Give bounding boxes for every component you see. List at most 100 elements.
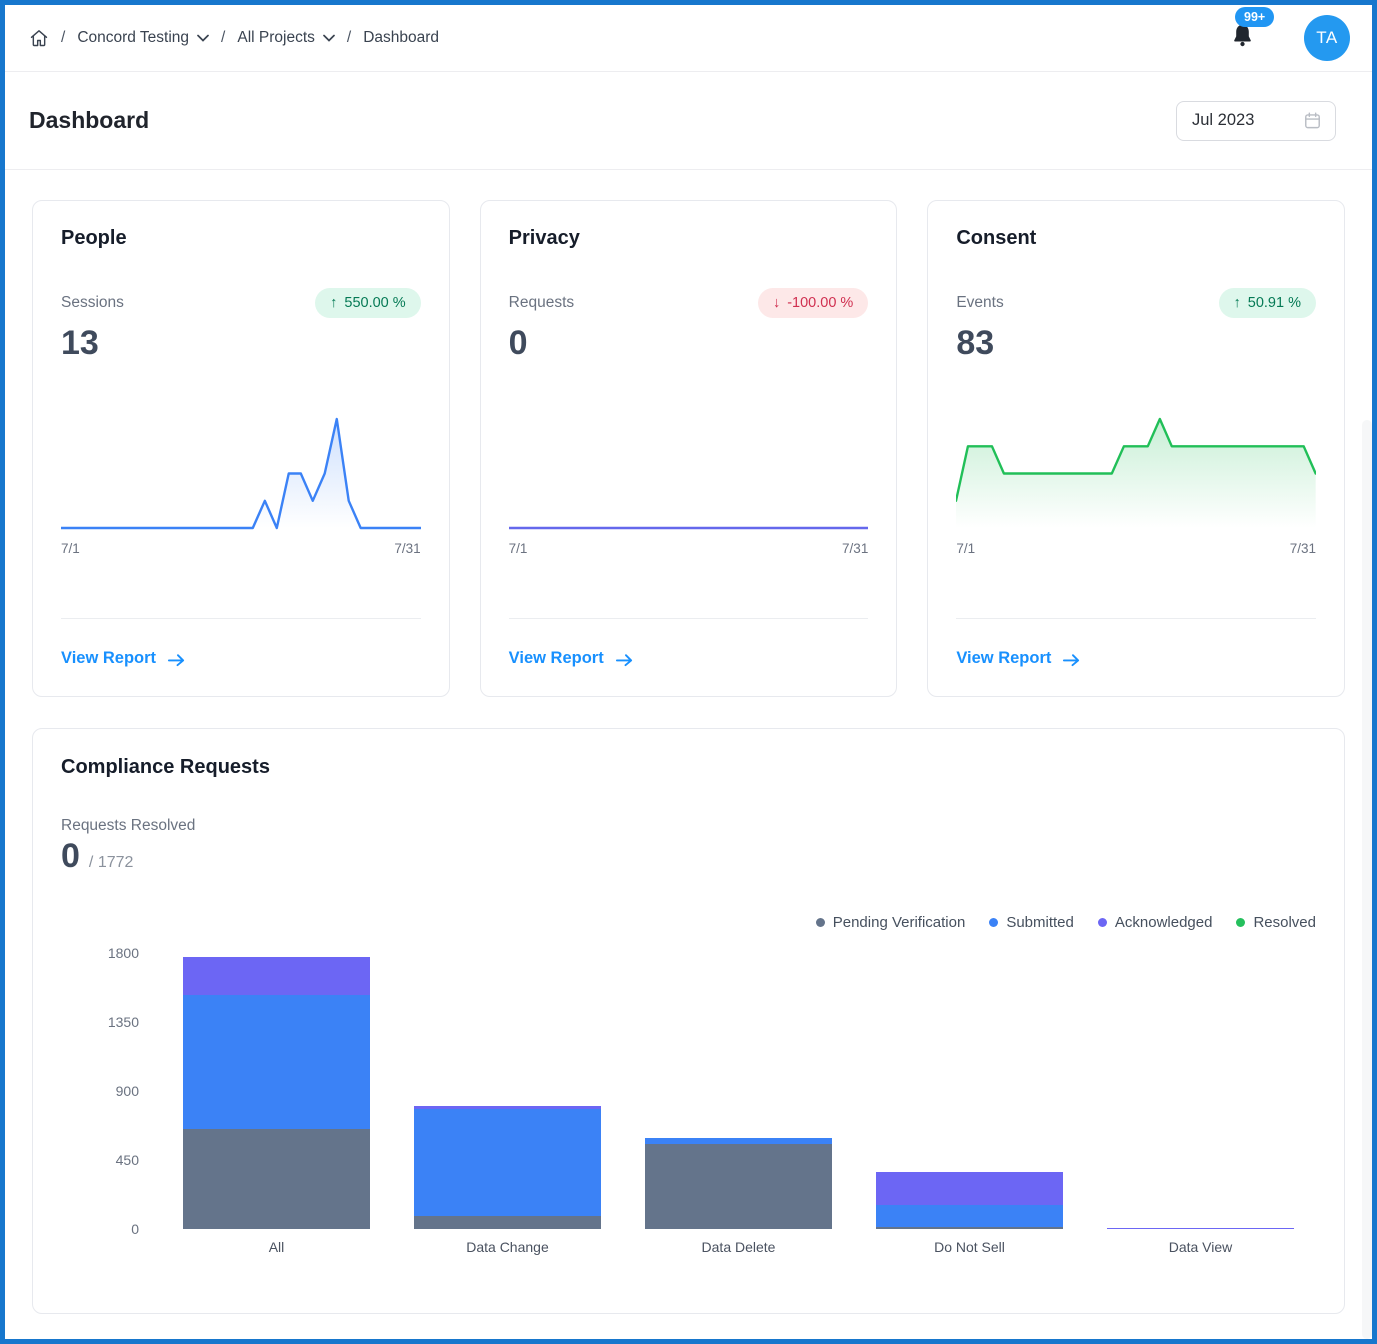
card-title: Consent bbox=[956, 227, 1037, 249]
avatar[interactable]: TA bbox=[1304, 15, 1350, 61]
x-end-label: 7/31 bbox=[1289, 541, 1316, 556]
notification-badge: 99+ bbox=[1235, 7, 1275, 27]
legend-item-submitted[interactable]: Submitted bbox=[989, 914, 1074, 931]
legend-item-acknowledged[interactable]: Acknowledged bbox=[1097, 914, 1213, 931]
x-axis-label: Do Not Sell bbox=[934, 1239, 1005, 1255]
legend-label: Submitted bbox=[1006, 914, 1074, 931]
date-picker[interactable]: Jul 2023 bbox=[1176, 100, 1336, 141]
breadcrumb-page: Dashboard bbox=[363, 29, 439, 47]
x-axis-label: Data Delete bbox=[701, 1239, 776, 1255]
legend-dot bbox=[1236, 918, 1246, 927]
delta-value: -100.00 % bbox=[787, 295, 854, 311]
x-start-label: 7/1 bbox=[61, 541, 80, 556]
breadcrumb-org-label: Concord Testing bbox=[77, 29, 190, 46]
x-end-label: 7/31 bbox=[842, 541, 869, 556]
metric-label: Events bbox=[956, 294, 1004, 311]
home-icon[interactable] bbox=[29, 28, 49, 48]
date-picker-value: Jul 2023 bbox=[1192, 111, 1255, 129]
chart-legend: Pending Verification Submitted Acknowledge… bbox=[61, 914, 1316, 931]
bar-segment-pending-verification bbox=[182, 1129, 371, 1229]
y-tick-label: 0 bbox=[131, 1221, 139, 1237]
consent-sparkline bbox=[956, 405, 1316, 533]
breadcrumb-project[interactable]: All Projects bbox=[237, 29, 335, 47]
legend-label: Acknowledged bbox=[1114, 914, 1213, 931]
metric-label: Sessions bbox=[61, 294, 124, 311]
legend-dot bbox=[815, 918, 825, 927]
arrow-up-icon: ↑ bbox=[330, 295, 338, 311]
compliance-bar-chart: 0 450 900 1350 1800 All Data Change Data Delet… bbox=[61, 945, 1316, 1255]
breadcrumb-project-label: All Projects bbox=[237, 29, 315, 46]
topbar-actions: 99+ TA bbox=[1229, 7, 1350, 61]
calendar-icon bbox=[1303, 111, 1322, 130]
arrow-right-icon bbox=[615, 651, 634, 667]
bar-segment-submitted bbox=[644, 1137, 833, 1144]
breadcrumb-bar: / Concord Testing / All Projects / Dashb… bbox=[5, 5, 1372, 72]
dashboard-content: People Sessions ↑ 550.00 % 13 7/1 7/31 V… bbox=[5, 170, 1372, 1314]
breadcrumb-org[interactable]: Concord Testing bbox=[77, 29, 209, 47]
bell-icon bbox=[1229, 21, 1256, 50]
notifications-button[interactable]: 99+ bbox=[1229, 7, 1275, 55]
breadcrumb-separator: / bbox=[346, 29, 352, 46]
breadcrumb: / Concord Testing / All Projects / Dashb… bbox=[29, 28, 439, 48]
card-title: Privacy bbox=[508, 227, 580, 249]
delta-badge: ↑ 50.91 % bbox=[1218, 288, 1316, 318]
bar-segment-acknowledged bbox=[1106, 1227, 1295, 1229]
bar-all bbox=[182, 957, 371, 1229]
view-report-link[interactable]: View Report bbox=[509, 649, 869, 668]
x-end-label: 7/31 bbox=[394, 541, 421, 556]
view-report-link[interactable]: View Report bbox=[61, 649, 421, 668]
view-report-link[interactable]: View Report bbox=[956, 649, 1316, 668]
people-card: People Sessions ↑ 550.00 % 13 7/1 7/31 V… bbox=[32, 200, 450, 697]
divider bbox=[956, 618, 1316, 619]
arrow-right-icon bbox=[167, 651, 186, 667]
legend-dot bbox=[1097, 918, 1107, 927]
x-start-label: 7/1 bbox=[508, 541, 528, 556]
x-axis-label: All bbox=[268, 1239, 285, 1255]
x-start-label: 7/1 bbox=[956, 541, 976, 556]
view-report-label: View Report bbox=[61, 649, 157, 667]
metric-cards: People Sessions ↑ 550.00 % 13 7/1 7/31 V… bbox=[32, 200, 1345, 697]
delta-value: 550.00 % bbox=[344, 295, 406, 311]
compliance-requests-card: Compliance Requests Requests Resolved 0 … bbox=[32, 728, 1345, 1314]
y-tick-label: 900 bbox=[115, 1083, 139, 1099]
bar-data-view bbox=[1106, 1227, 1295, 1229]
breadcrumb-separator: / bbox=[221, 29, 226, 46]
bar-segment-pending-verification bbox=[875, 1226, 1064, 1229]
delta-badge: ↑ 550.00 % bbox=[315, 288, 421, 318]
metric-value: 83 bbox=[956, 324, 995, 362]
bar-data-delete bbox=[644, 1137, 833, 1229]
bar-data-change bbox=[413, 1106, 602, 1229]
divider bbox=[61, 618, 421, 619]
legend-item-pending-verification[interactable]: Pending Verification bbox=[815, 914, 965, 931]
bar-segment-pending-verification bbox=[644, 1143, 833, 1229]
bar-segment-acknowledged bbox=[182, 957, 371, 996]
people-sparkline bbox=[61, 405, 421, 533]
consent-card: Consent Events ↑ 50.91 % 83 7/1 7/31 Vie… bbox=[927, 200, 1345, 697]
bar-plot bbox=[161, 953, 1316, 1229]
scrollbar[interactable] bbox=[1362, 420, 1372, 1339]
resolved-value: 0 bbox=[61, 837, 80, 875]
bar-segment-acknowledged bbox=[413, 1106, 602, 1109]
bar-segment-submitted bbox=[875, 1205, 1064, 1227]
legend-dot bbox=[989, 918, 999, 927]
y-axis: 0 450 900 1350 1800 bbox=[61, 945, 161, 1237]
bar-segment-submitted bbox=[413, 1108, 602, 1216]
privacy-card: Privacy Requests ↓ -100.00 % 0 7/1 7/31 … bbox=[479, 200, 898, 697]
privacy-sparkline bbox=[509, 405, 869, 533]
y-tick-label: 1800 bbox=[107, 945, 139, 961]
arrow-right-icon bbox=[1062, 651, 1081, 667]
delta-badge: ↓ -100.00 % bbox=[757, 288, 869, 318]
x-axis-labels: All Data Change Data Delete Do Not Sell Data… bbox=[161, 1239, 1316, 1255]
delta-value: 50.91 % bbox=[1247, 295, 1301, 311]
legend-item-resolved[interactable]: Resolved bbox=[1236, 914, 1316, 931]
bar-segment-submitted bbox=[182, 995, 371, 1130]
arrow-up-icon: ↑ bbox=[1233, 295, 1241, 311]
chevron-down-icon bbox=[197, 34, 209, 42]
metric-label: Requests Resolved bbox=[61, 817, 196, 834]
title-bar: Dashboard Jul 2023 bbox=[5, 72, 1372, 170]
metric-value: 0 bbox=[508, 324, 528, 362]
view-report-label: View Report bbox=[956, 649, 1052, 667]
metric-label: Requests bbox=[508, 294, 575, 311]
arrow-down-icon: ↓ bbox=[772, 295, 781, 311]
card-title: People bbox=[61, 227, 127, 249]
